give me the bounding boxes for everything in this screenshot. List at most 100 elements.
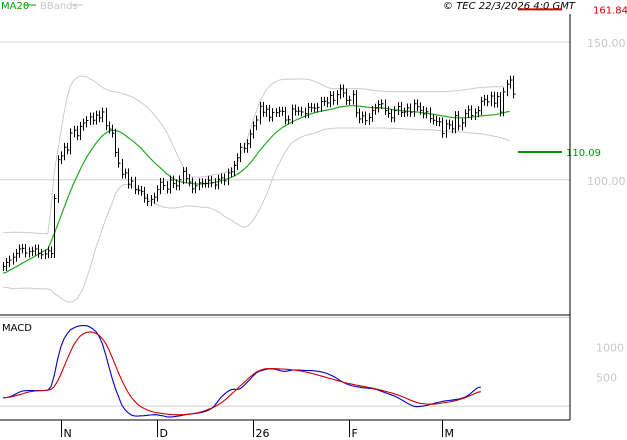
ohlc-bar [19, 244, 22, 258]
ohlc-bar [423, 105, 426, 119]
x-tick-label: M [445, 427, 455, 440]
price-level-label: 161.84 [593, 5, 627, 16]
ohlc-bar [256, 115, 259, 131]
ohlc-bar [394, 106, 397, 123]
ohlc-bar [83, 118, 86, 131]
ohlc-bar [308, 102, 311, 119]
ohlc-bar [327, 96, 330, 108]
ohlc-bar [237, 153, 240, 170]
ohlc-bar [285, 107, 288, 125]
ohlc-bar [439, 117, 442, 127]
ohlc-bar [189, 174, 192, 187]
ohlc-bar [398, 102, 401, 116]
ohlc-bar [170, 175, 173, 194]
ohlc-bar [333, 91, 336, 105]
ohlc-bar [375, 103, 378, 115]
ohlc-bar [487, 94, 490, 107]
ohlc-bar [179, 175, 182, 191]
ohlc-bar [80, 121, 83, 141]
ohlc-bar [349, 95, 352, 105]
ohlc-bar [417, 99, 420, 112]
ohlc-bar [491, 91, 494, 107]
ohlc-bar [234, 161, 237, 177]
ohlc-bar [388, 106, 391, 118]
ohlc-bar [77, 125, 80, 141]
ma20-line [2, 105, 510, 274]
ohlc-bar [372, 105, 375, 122]
ohlc-bar [102, 107, 105, 123]
price-level-label: 110.09 [566, 148, 601, 159]
ohlc-bar [301, 106, 304, 117]
ohlc-bars [3, 75, 516, 271]
ohlc-bar [359, 108, 362, 124]
ohlc-bar [272, 108, 275, 122]
ohlc-bar [452, 120, 455, 134]
ohlc-bar [426, 107, 429, 119]
ohlc-bar [317, 102, 320, 113]
ohlc-bar [128, 168, 131, 189]
ohlc-bar [58, 155, 61, 203]
ohlc-bar [269, 104, 272, 122]
ohlc-bar [276, 108, 279, 117]
bollinger-bands [2, 75, 510, 303]
ohlc-bar [305, 107, 308, 119]
x-tick-label: N [64, 427, 72, 440]
ohlc-bar [337, 90, 340, 105]
price-grid [0, 41, 570, 319]
ohlc-bar [144, 186, 147, 203]
ohlc-bar [292, 104, 295, 125]
ohlc-bar [45, 249, 48, 260]
ohlc-bar [513, 75, 516, 99]
ohlc-bar [51, 246, 54, 259]
ohlc-bar [29, 247, 32, 258]
ohlc-bar [260, 101, 263, 125]
ohlc-bar [391, 108, 394, 123]
ohlc-bar [99, 110, 102, 123]
ohlc-bar [125, 168, 128, 179]
price-levels: 161.84 110.09 [518, 5, 627, 159]
ohlc-bar [240, 142, 243, 163]
ohlc-bar [115, 128, 118, 157]
ohlc-bar [74, 125, 77, 138]
x-axis: N D 26 F M [61, 420, 455, 440]
ohlc-bar [16, 248, 19, 262]
ohlc-bar [510, 75, 513, 89]
ohlc-bar [147, 193, 150, 206]
ohlc-bar [154, 192, 157, 204]
ohlc-bar [468, 105, 471, 119]
ohlc-bar [151, 194, 154, 206]
ohlc-bar [224, 173, 227, 186]
legend-ma20: MA20 [1, 1, 29, 12]
ohlc-bar [6, 258, 9, 271]
ohlc-bar [186, 167, 189, 184]
ohlc-bar [282, 106, 285, 116]
ohlc-bar [231, 167, 234, 178]
ohlc-bar [436, 115, 439, 127]
ohlc-bar [118, 148, 121, 168]
ohlc-bar [228, 168, 231, 186]
ohlc-bar [96, 110, 99, 125]
ohlc-bar [311, 102, 314, 113]
ohlc-bar [160, 177, 163, 195]
ohlc-bar [279, 106, 282, 117]
ohlc-bar [365, 111, 368, 125]
ohlc-bar [378, 100, 381, 113]
ohlc-bar [244, 142, 247, 153]
macd-y-axis: 1000 500 [596, 342, 624, 385]
macd-label: MACD [2, 323, 32, 334]
ohlc-bar [109, 121, 112, 134]
ohlc-bar [93, 112, 96, 125]
ohlc-bar [324, 96, 327, 106]
ohlc-bar [35, 244, 38, 256]
ohlc-bar [475, 108, 478, 120]
legend: MA20 BBands [1, 1, 83, 12]
ohlc-bar [205, 178, 208, 188]
ohlc-bar [455, 111, 458, 134]
ohlc-bar [211, 175, 214, 188]
ohlc-bar [471, 105, 474, 120]
ohlc-bar [141, 185, 144, 196]
ohlc-bar [9, 255, 12, 267]
ohlc-bar [288, 115, 291, 125]
ohlc-bar [122, 158, 125, 179]
